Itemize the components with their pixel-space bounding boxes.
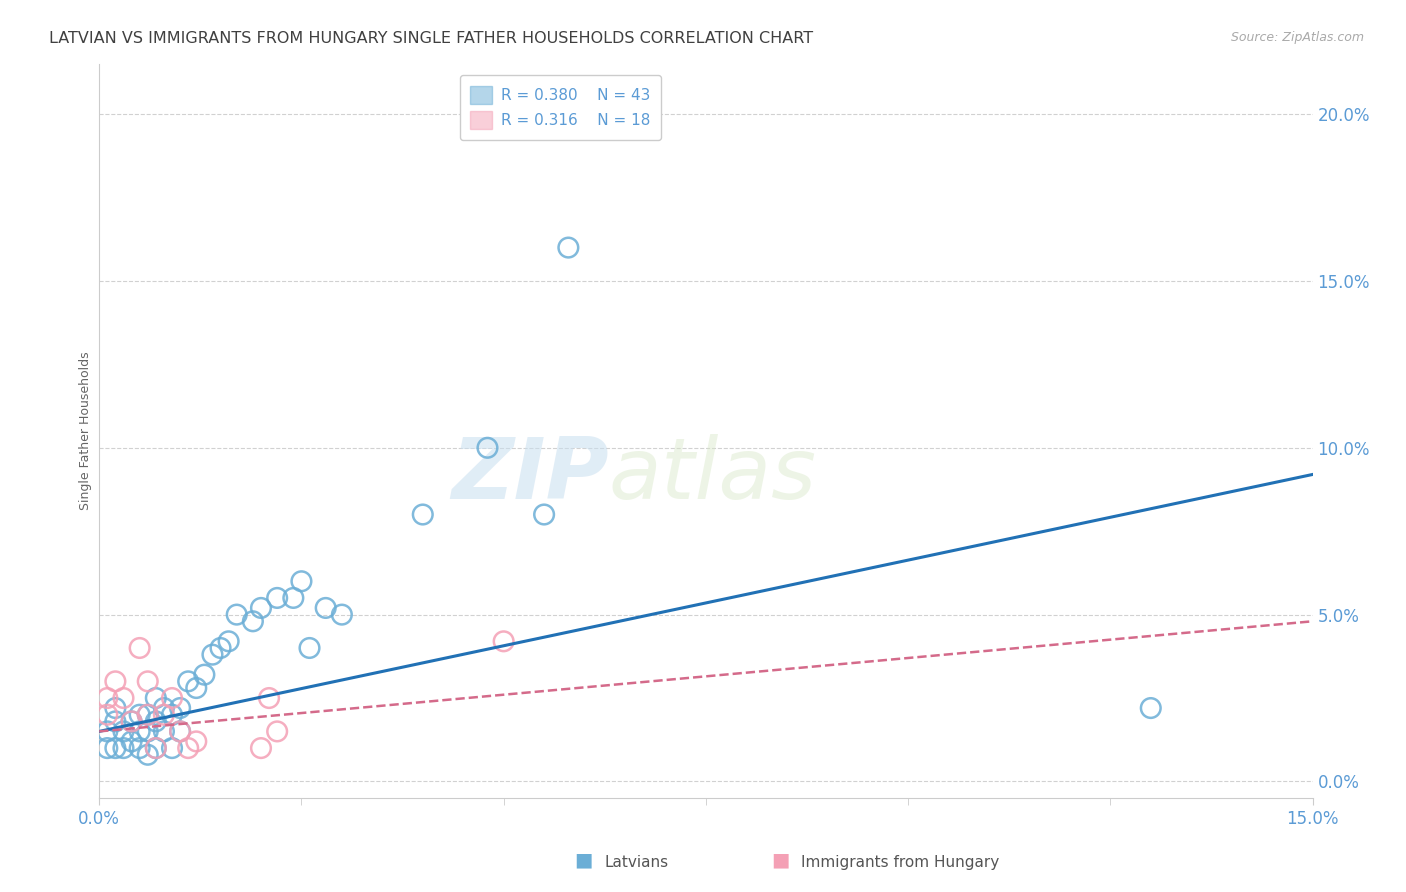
Y-axis label: Single Father Households: Single Father Households (79, 351, 93, 510)
Point (492, 634, 515, 648)
Point (153, 701, 176, 715)
Point (160, 707, 183, 722)
Point (136, 724, 159, 739)
Point (104, 674, 127, 689)
Text: ■: ■ (770, 851, 790, 870)
Point (136, 707, 159, 722)
Point (160, 741, 183, 756)
Text: atlas: atlas (609, 434, 817, 516)
Point (209, 640, 232, 655)
Point (136, 674, 159, 689)
Text: Source: ZipAtlas.com: Source: ZipAtlas.com (1230, 31, 1364, 45)
Point (186, 681, 208, 695)
Point (177, 741, 200, 756)
Point (128, 640, 150, 655)
Point (153, 707, 176, 722)
Point (533, 508, 555, 522)
Point (145, 714, 167, 729)
Point (266, 591, 288, 605)
Point (104, 701, 127, 715)
Point (96, 741, 118, 756)
Point (201, 648, 224, 662)
Point (153, 724, 176, 739)
Point (169, 724, 191, 739)
Point (193, 667, 215, 681)
Point (136, 747, 159, 762)
Point (121, 734, 143, 748)
Point (121, 714, 143, 729)
Point (315, 601, 337, 615)
Point (128, 724, 150, 739)
Point (112, 741, 135, 756)
Point (1139, 701, 1161, 715)
Text: ZIP: ZIP (451, 434, 609, 516)
Point (96, 707, 118, 722)
Point (250, 741, 273, 756)
Point (96, 691, 118, 706)
Point (128, 741, 150, 756)
Text: Latvians: Latvians (605, 855, 669, 870)
Point (266, 724, 288, 739)
Point (112, 691, 135, 706)
Point (145, 741, 167, 756)
Point (177, 674, 200, 689)
Point (477, 441, 499, 455)
Point (283, 591, 305, 605)
Text: ■: ■ (574, 851, 593, 870)
Point (169, 724, 191, 739)
Point (96, 724, 118, 739)
Point (242, 615, 264, 629)
Point (218, 634, 240, 648)
Point (145, 741, 167, 756)
Point (104, 714, 127, 729)
Point (160, 691, 183, 706)
Point (330, 607, 353, 622)
Point (186, 734, 208, 748)
Text: LATVIAN VS IMMIGRANTS FROM HUNGARY SINGLE FATHER HOUSEHOLDS CORRELATION CHART: LATVIAN VS IMMIGRANTS FROM HUNGARY SINGL… (49, 31, 813, 46)
Point (104, 741, 127, 756)
Legend: R = 0.380    N = 43, R = 0.316    N = 18: R = 0.380 N = 43, R = 0.316 N = 18 (460, 75, 661, 140)
Point (112, 724, 135, 739)
Point (290, 574, 312, 589)
Point (145, 691, 167, 706)
Point (257, 691, 280, 706)
Point (169, 701, 191, 715)
Point (250, 601, 273, 615)
Point (128, 707, 150, 722)
Point (557, 241, 579, 255)
Point (412, 508, 434, 522)
Point (121, 714, 143, 729)
Point (136, 707, 159, 722)
Point (298, 640, 321, 655)
Point (225, 607, 247, 622)
Text: Immigrants from Hungary: Immigrants from Hungary (801, 855, 1000, 870)
